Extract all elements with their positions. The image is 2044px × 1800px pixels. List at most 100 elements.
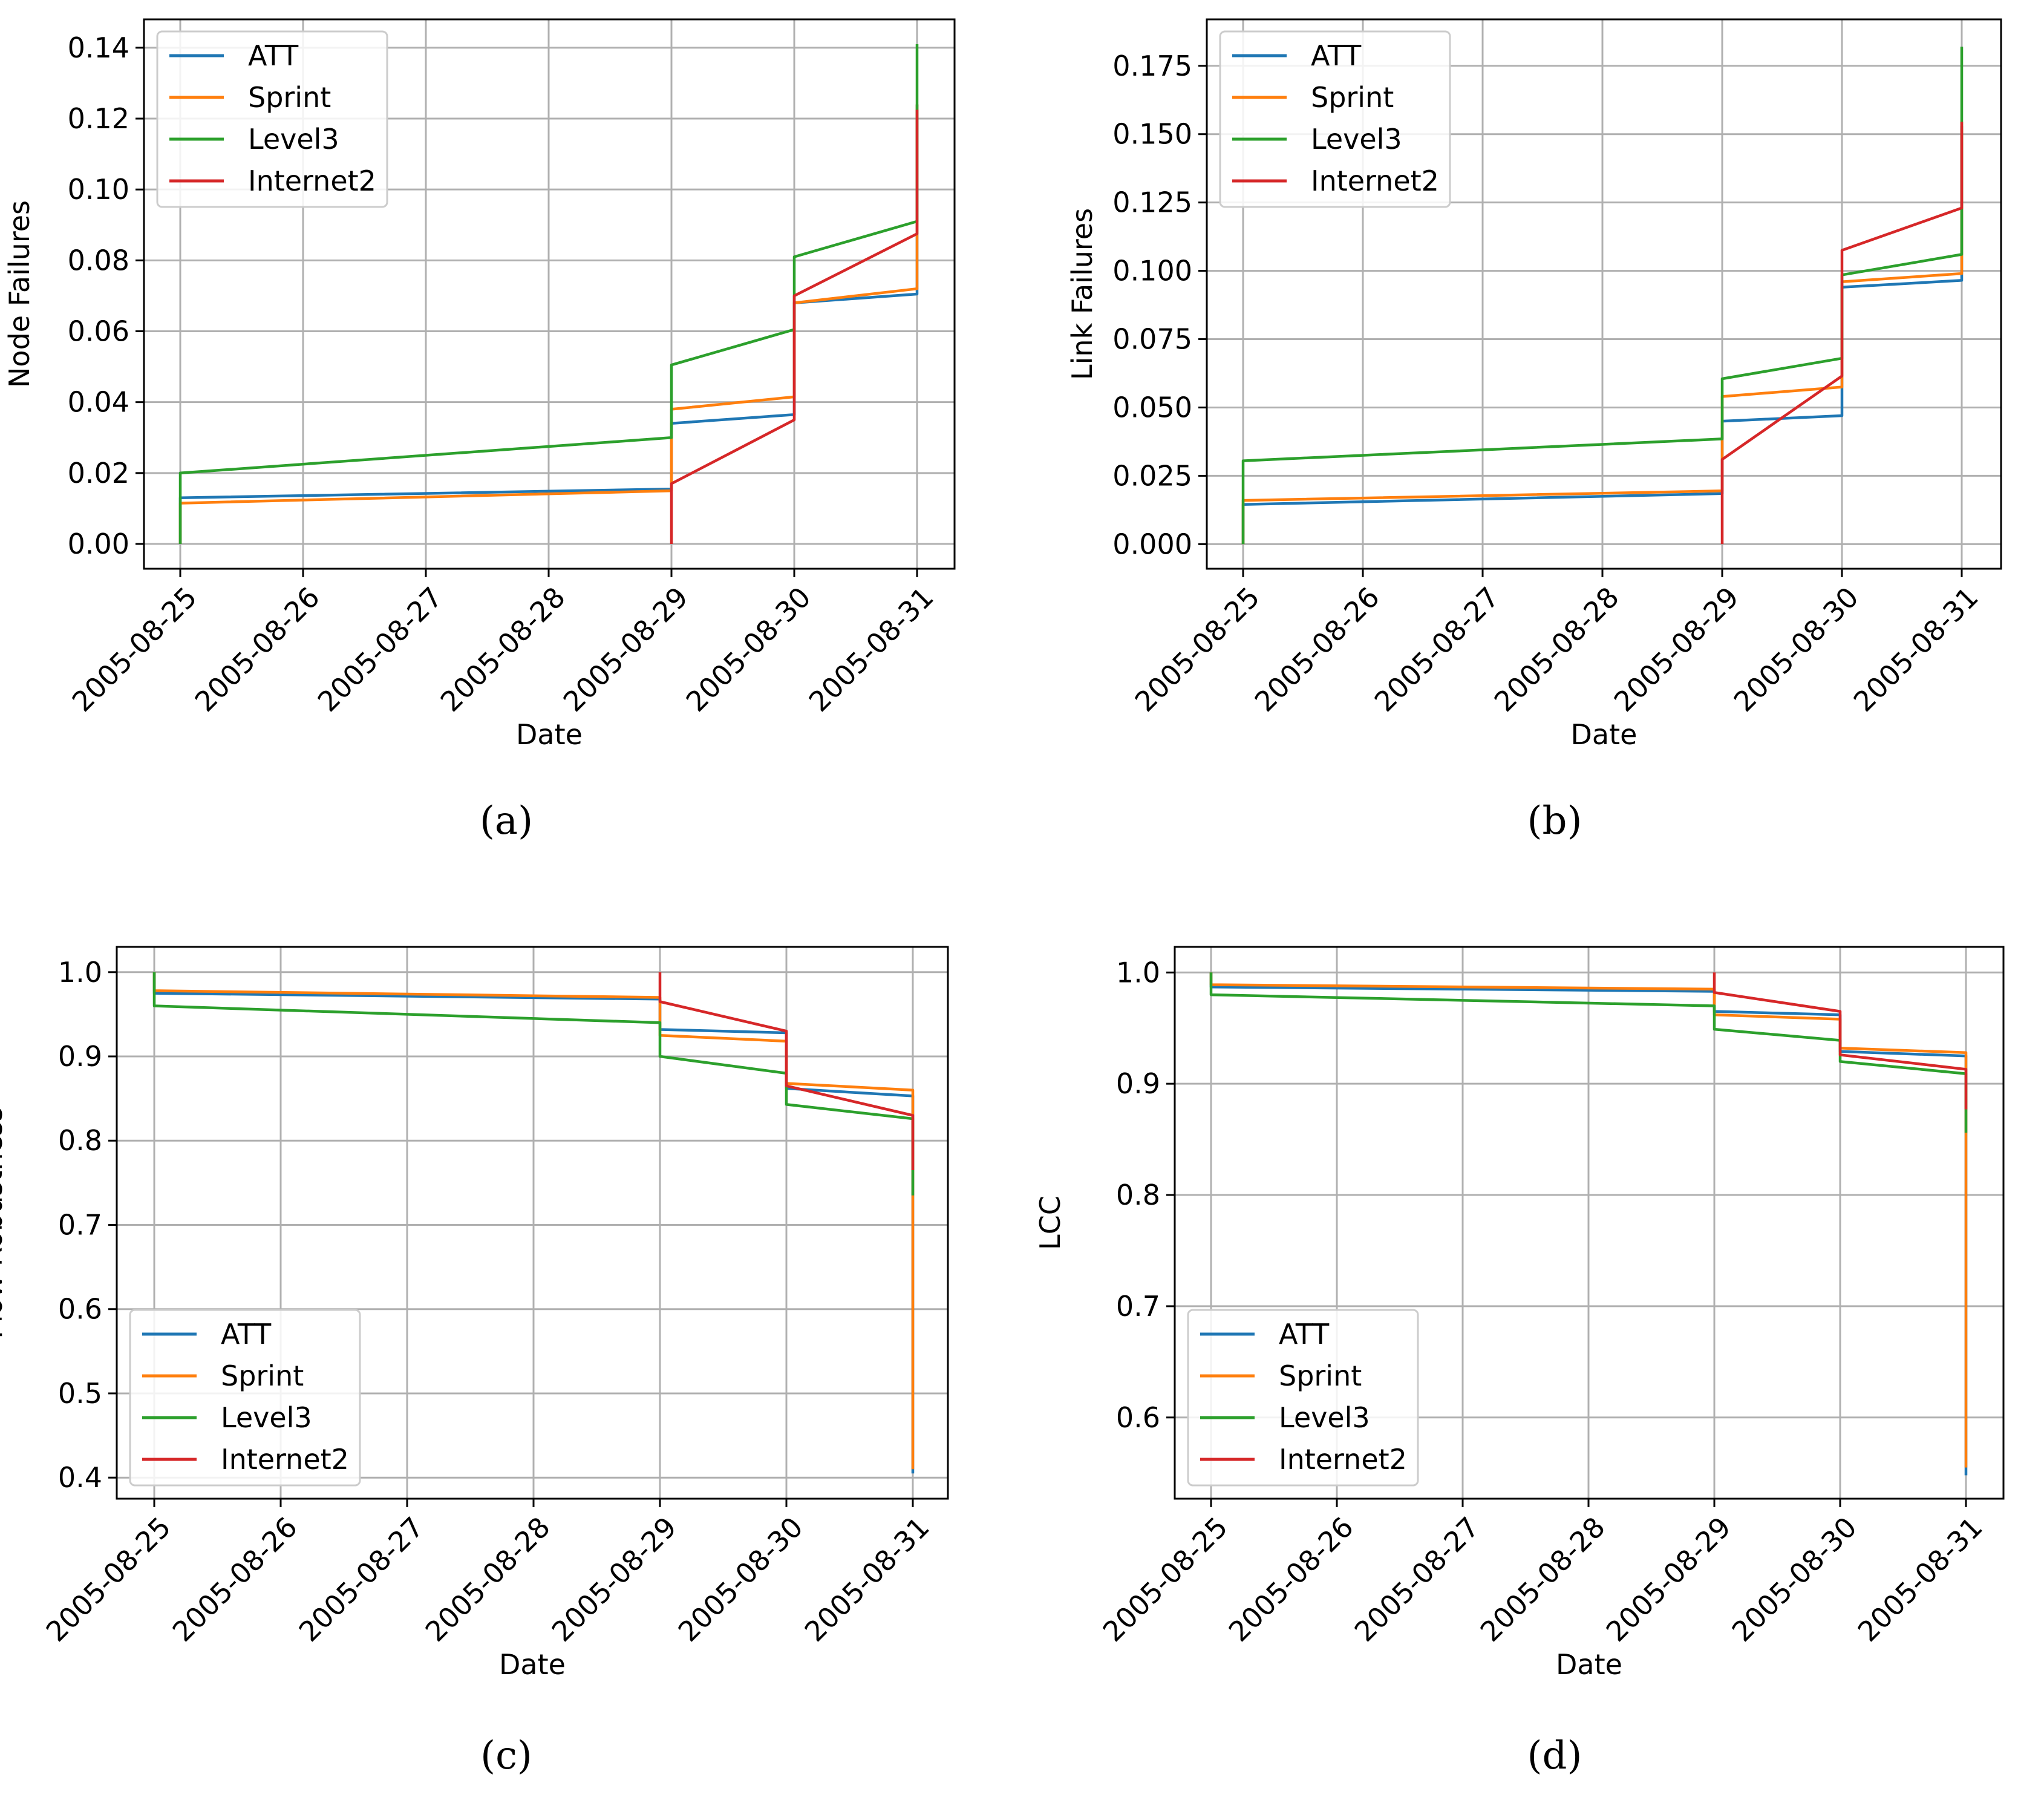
series-line-level3 [152, 972, 915, 1196]
x-tick-label: 2005-08-30 [1728, 581, 1865, 718]
chart-d: 0.60.70.80.91.02005-08-252005-08-262005-… [1034, 946, 2005, 1681]
x-tick-label: 2005-08-31 [1847, 581, 1985, 718]
y-tick-label: 0.02 [68, 457, 129, 489]
x-axis-label: Date [1556, 1648, 1622, 1681]
y-tick-label: 0.08 [68, 244, 129, 277]
series-line-sprint [1209, 972, 1968, 1468]
series-line-sprint [152, 972, 915, 1470]
y-tick-label: 0.125 [1112, 186, 1192, 219]
x-tick-label: 2005-08-25 [1097, 1511, 1234, 1648]
x-tick-label: 2005-08-26 [166, 1511, 304, 1648]
series-line-level3 [178, 44, 919, 544]
x-tick-label: 2005-08-28 [1488, 581, 1625, 718]
chart-c: 0.40.50.60.70.80.91.02005-08-252005-08-2… [0, 946, 949, 1681]
x-tick-label: 2005-08-27 [293, 1511, 430, 1648]
series-line-internet2 [658, 972, 915, 1170]
series-line-sprint [178, 104, 919, 544]
x-tick-label: 2005-08-31 [803, 581, 940, 718]
x-tick-label: 2005-08-27 [312, 581, 449, 718]
x-tick-label: 2005-08-29 [557, 581, 694, 718]
legend-box [1219, 30, 1451, 208]
y-tick-label: 0.8 [1116, 1179, 1160, 1211]
y-tick-label: 0.9 [1116, 1067, 1160, 1100]
series-line-internet2 [670, 110, 919, 544]
caption-d: (d) [1527, 1733, 1582, 1778]
legend: ATT Sprint Level3 Internet2 [129, 1309, 361, 1487]
y-tick-label: 1.0 [1116, 956, 1160, 989]
legend-label-level3: Level3 [248, 123, 339, 155]
x-tick-label: 2005-08-30 [680, 581, 817, 718]
caption-a: (a) [479, 799, 534, 843]
y-tick-label: 0.025 [1112, 459, 1192, 492]
x-tick-label: 2005-08-31 [798, 1511, 936, 1648]
legend-label-level3: Level3 [1311, 123, 1402, 155]
y-axis-label: Flow Robustness [0, 1107, 8, 1338]
chart-b: 0.000 0.025 0.050 0.075 0.100 0.125 0.150 0.175… [1066, 18, 2002, 751]
caption-c: (c) [480, 1733, 532, 1778]
legend-label-sprint: Sprint [1311, 81, 1394, 114]
y-axis-label: Link Failures [1066, 208, 1099, 380]
series-line-internet2 [1713, 972, 1968, 1110]
x-tick-label: 2005-08-28 [419, 1511, 557, 1648]
legend-label-att: ATT [248, 39, 299, 72]
y-tick-label: 0.06 [68, 315, 129, 348]
legend-label-sprint: Sprint [221, 1360, 304, 1392]
y-tick-label: 1.0 [58, 956, 102, 989]
series-line-level3 [1209, 972, 1968, 1133]
x-tick-label: 2005-08-29 [1608, 581, 1745, 718]
legend-box [1187, 1309, 1419, 1487]
legend-label-level3: Level3 [221, 1401, 312, 1434]
x-axis-label: Date [499, 1648, 566, 1681]
y-axis-label: Node Failures [3, 200, 36, 388]
legend-label-internet2: Internet2 [221, 1443, 349, 1476]
x-tick-label: 2005-08-25 [1129, 581, 1266, 718]
x-tick-label: 2005-08-28 [434, 581, 572, 718]
series-line-att [178, 104, 919, 544]
y-tick-label: 0.8 [58, 1124, 102, 1157]
y-tick-label: 0.000 [1112, 528, 1192, 560]
legend-label-internet2: Internet2 [1279, 1443, 1407, 1476]
x-tick-label: 2005-08-27 [1348, 1511, 1486, 1648]
legend: ATT Sprint Level3 Internet2 [156, 30, 388, 208]
legend-label-att: ATT [1279, 1318, 1330, 1350]
x-tick-label: 2005-08-27 [1368, 581, 1506, 718]
series-line-level3 [1241, 47, 1964, 545]
x-tick-label: 2005-08-25 [66, 581, 203, 718]
legend: ATT Sprint Level3 Internet2 [1187, 1309, 1419, 1487]
series-line-sprint [1241, 128, 1964, 545]
y-tick-label: 0.14 [68, 31, 129, 64]
y-tick-label: 0.175 [1112, 50, 1192, 82]
series-line-att [1209, 972, 1968, 1476]
plot-frame [1206, 18, 2002, 570]
y-tick-label: 0.6 [58, 1293, 102, 1326]
x-tick-label: 2005-08-28 [1474, 1511, 1611, 1648]
legend-label-sprint: Sprint [248, 81, 331, 114]
x-tick-label: 2005-08-26 [189, 581, 326, 718]
y-tick-label: 0.7 [58, 1208, 102, 1241]
legend-label-att: ATT [1311, 39, 1362, 72]
x-tick-label: 2005-08-29 [546, 1511, 683, 1648]
legend-label-level3: Level3 [1279, 1401, 1370, 1434]
y-tick-label: 0.150 [1112, 118, 1192, 151]
x-tick-label: 2005-08-30 [1726, 1511, 1863, 1648]
legend-box [156, 30, 388, 208]
legend: ATT Sprint Level3 Internet2 [1219, 30, 1451, 208]
x-tick-label: 2005-08-31 [1852, 1511, 1989, 1648]
plot-frame [116, 946, 949, 1500]
y-tick-label: 0.10 [68, 173, 129, 206]
legend-label-internet2: Internet2 [1311, 165, 1439, 197]
x-axis-label: Date [1571, 718, 1637, 751]
x-tick-label: 2005-08-25 [40, 1511, 177, 1648]
y-tick-label: 0.00 [68, 528, 129, 560]
y-axis-label: LCC [1034, 1196, 1066, 1250]
y-tick-label: 0.050 [1112, 391, 1192, 424]
legend-label-sprint: Sprint [1279, 1360, 1362, 1392]
y-tick-label: 0.075 [1112, 323, 1192, 356]
y-tick-label: 0.9 [58, 1040, 102, 1073]
chart-a: 0.00 0.02 0.04 0.06 0.08 0.10 0.12 0.14 2005-08-… [3, 18, 956, 751]
y-tick-label: 0.4 [58, 1461, 102, 1494]
y-tick-label: 0.7 [1116, 1290, 1160, 1323]
y-tick-label: 0.04 [68, 386, 129, 419]
